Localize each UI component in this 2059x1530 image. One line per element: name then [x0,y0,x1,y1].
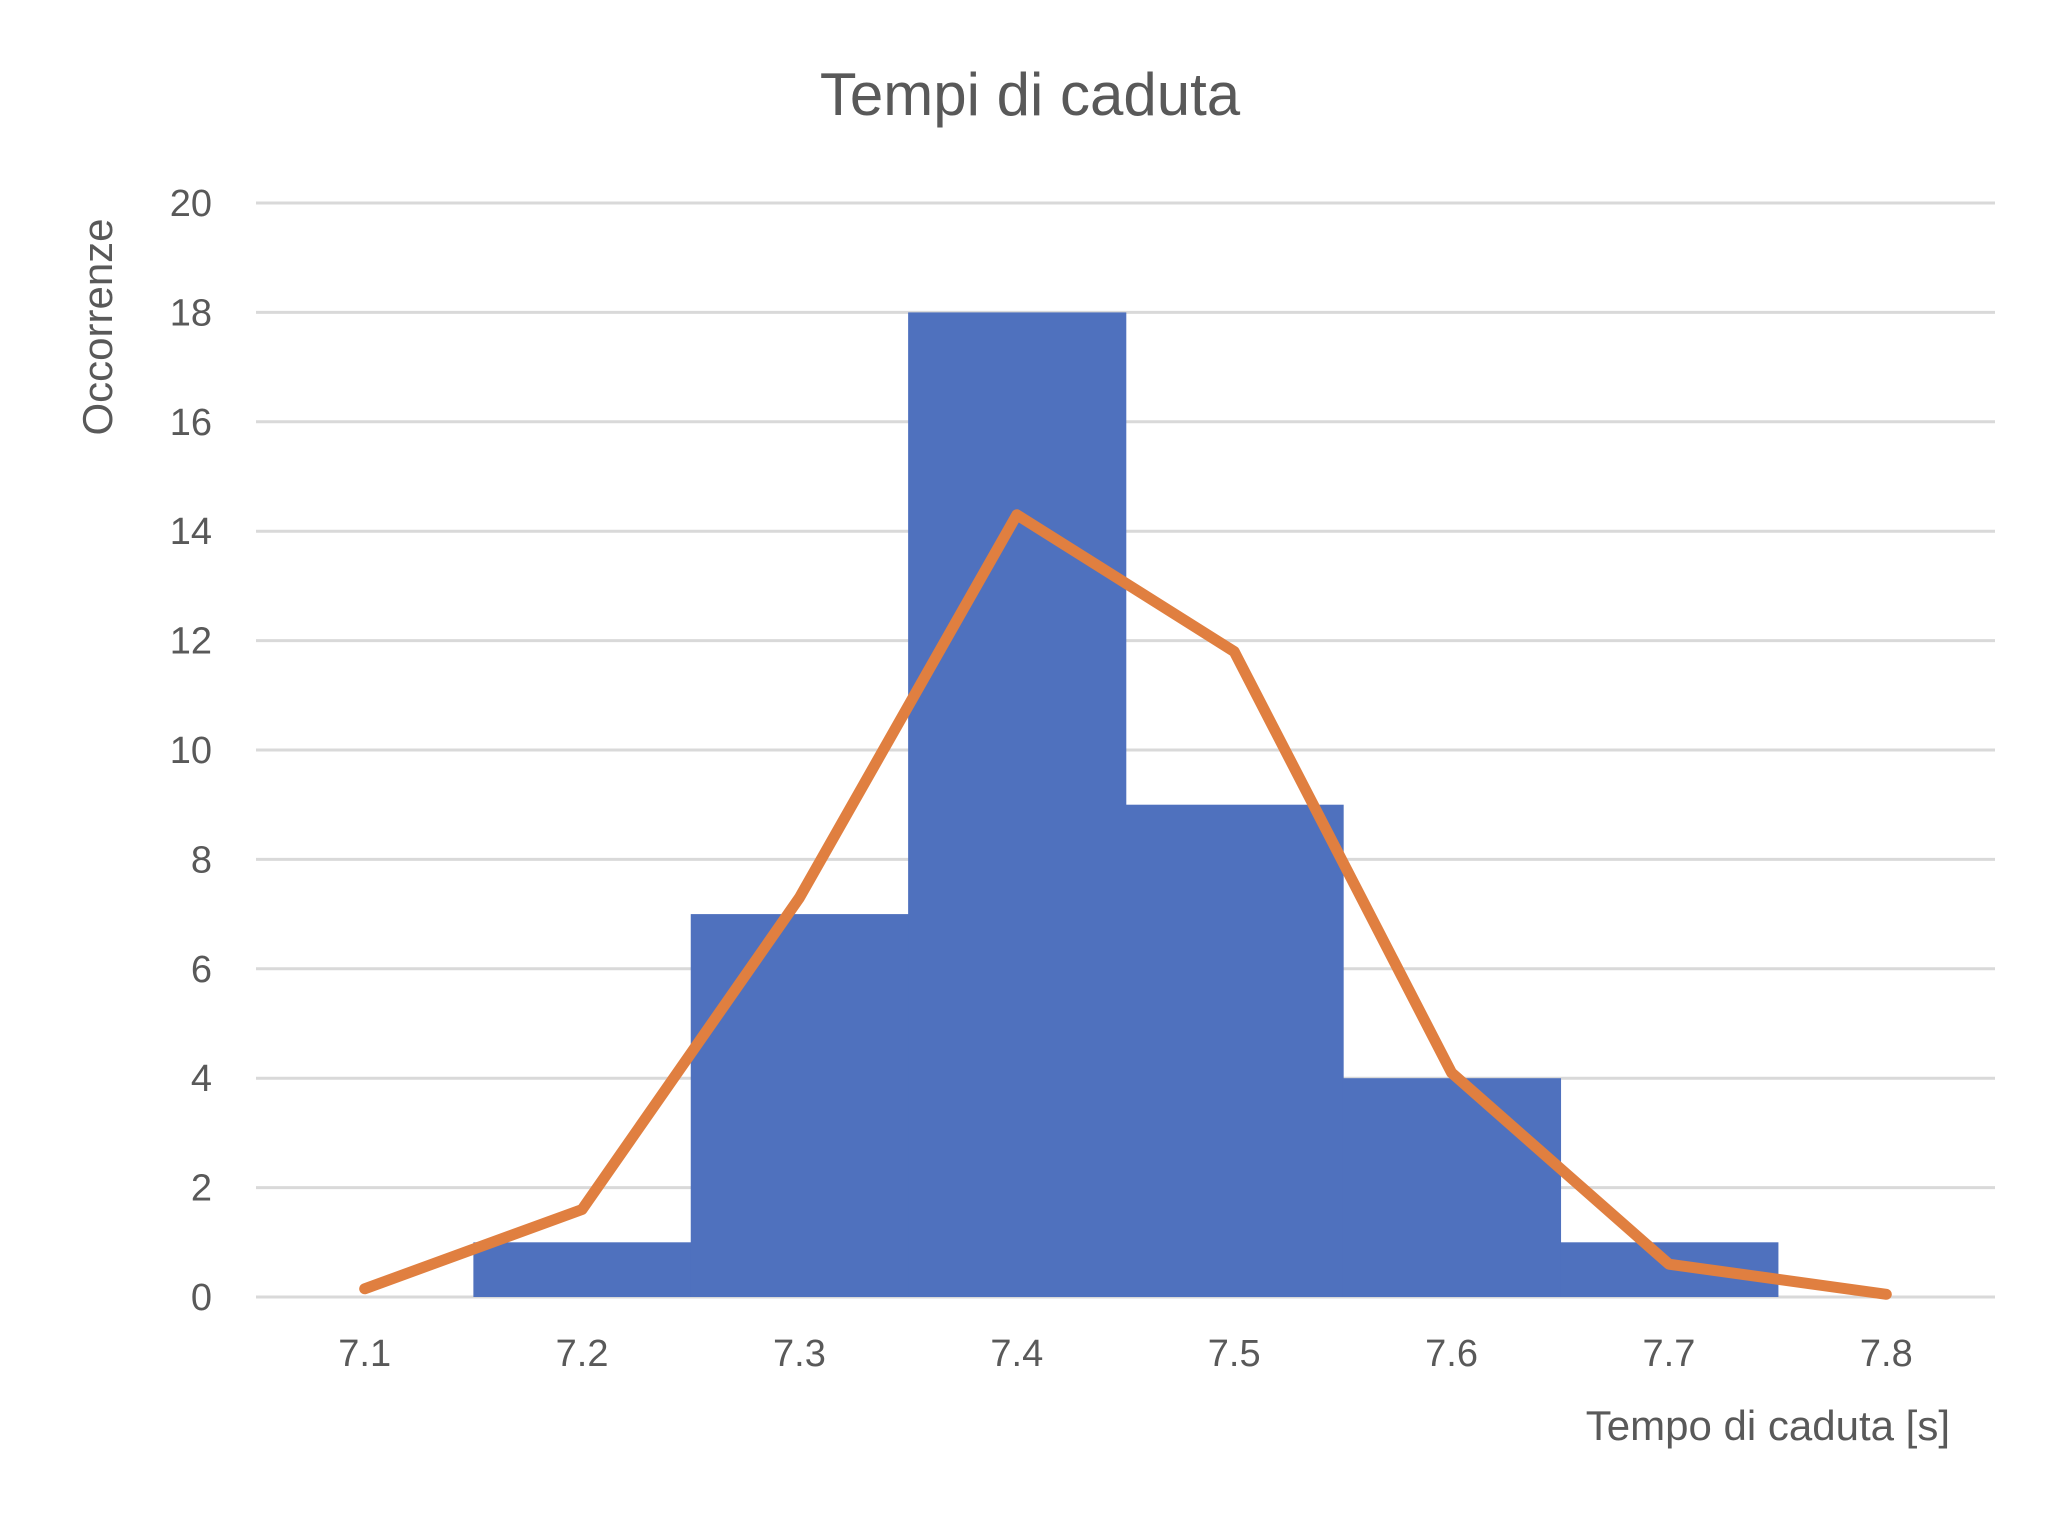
y-tick-label: 14 [170,511,212,553]
x-tick-label: 7.6 [1425,1333,1478,1375]
y-tick-label: 18 [170,292,212,334]
y-tick-label: 16 [170,402,212,444]
y-tick-label: 6 [191,949,212,991]
x-tick-label: 7.2 [556,1333,609,1375]
y-tick-label: 20 [170,183,212,225]
x-tick-label: 7.4 [990,1333,1043,1375]
x-tick-label: 7.7 [1643,1333,1696,1375]
y-tick-label: 2 [191,1168,212,1210]
y-tick-label: 4 [191,1058,212,1100]
x-axis-ticks: 7.1 7.2 7.3 7.4 7.5 7.6 7.7 7.8 [338,1333,1912,1375]
x-axis-title: Tempo di caduta [s] [1586,1402,1950,1449]
chart-title: Tempi di caduta [820,61,1241,128]
histogram-bar [473,1242,692,1297]
y-tick-label: 8 [191,839,212,881]
histogram-bar [1125,804,1344,1297]
x-tick-label: 7.8 [1860,1333,1913,1375]
y-tick-label: 10 [170,730,212,772]
y-axis-ticks: 0 2 4 6 8 10 12 14 16 18 20 [170,183,212,1319]
y-tick-label: 12 [170,621,212,663]
x-tick-label: 7.3 [773,1333,826,1375]
histogram-bar [908,312,1127,1297]
histogram-bar [1342,1078,1562,1297]
histogram-bars [473,312,1779,1297]
y-tick-label: 0 [191,1277,212,1319]
distribution-curve [359,509,1892,1300]
series-line-0 [359,509,1892,1300]
y-axis-title: Occorrenze [74,218,121,435]
histogram-bar [690,914,909,1297]
x-tick-label: 7.1 [338,1333,391,1375]
x-tick-label: 7.5 [1208,1333,1261,1375]
